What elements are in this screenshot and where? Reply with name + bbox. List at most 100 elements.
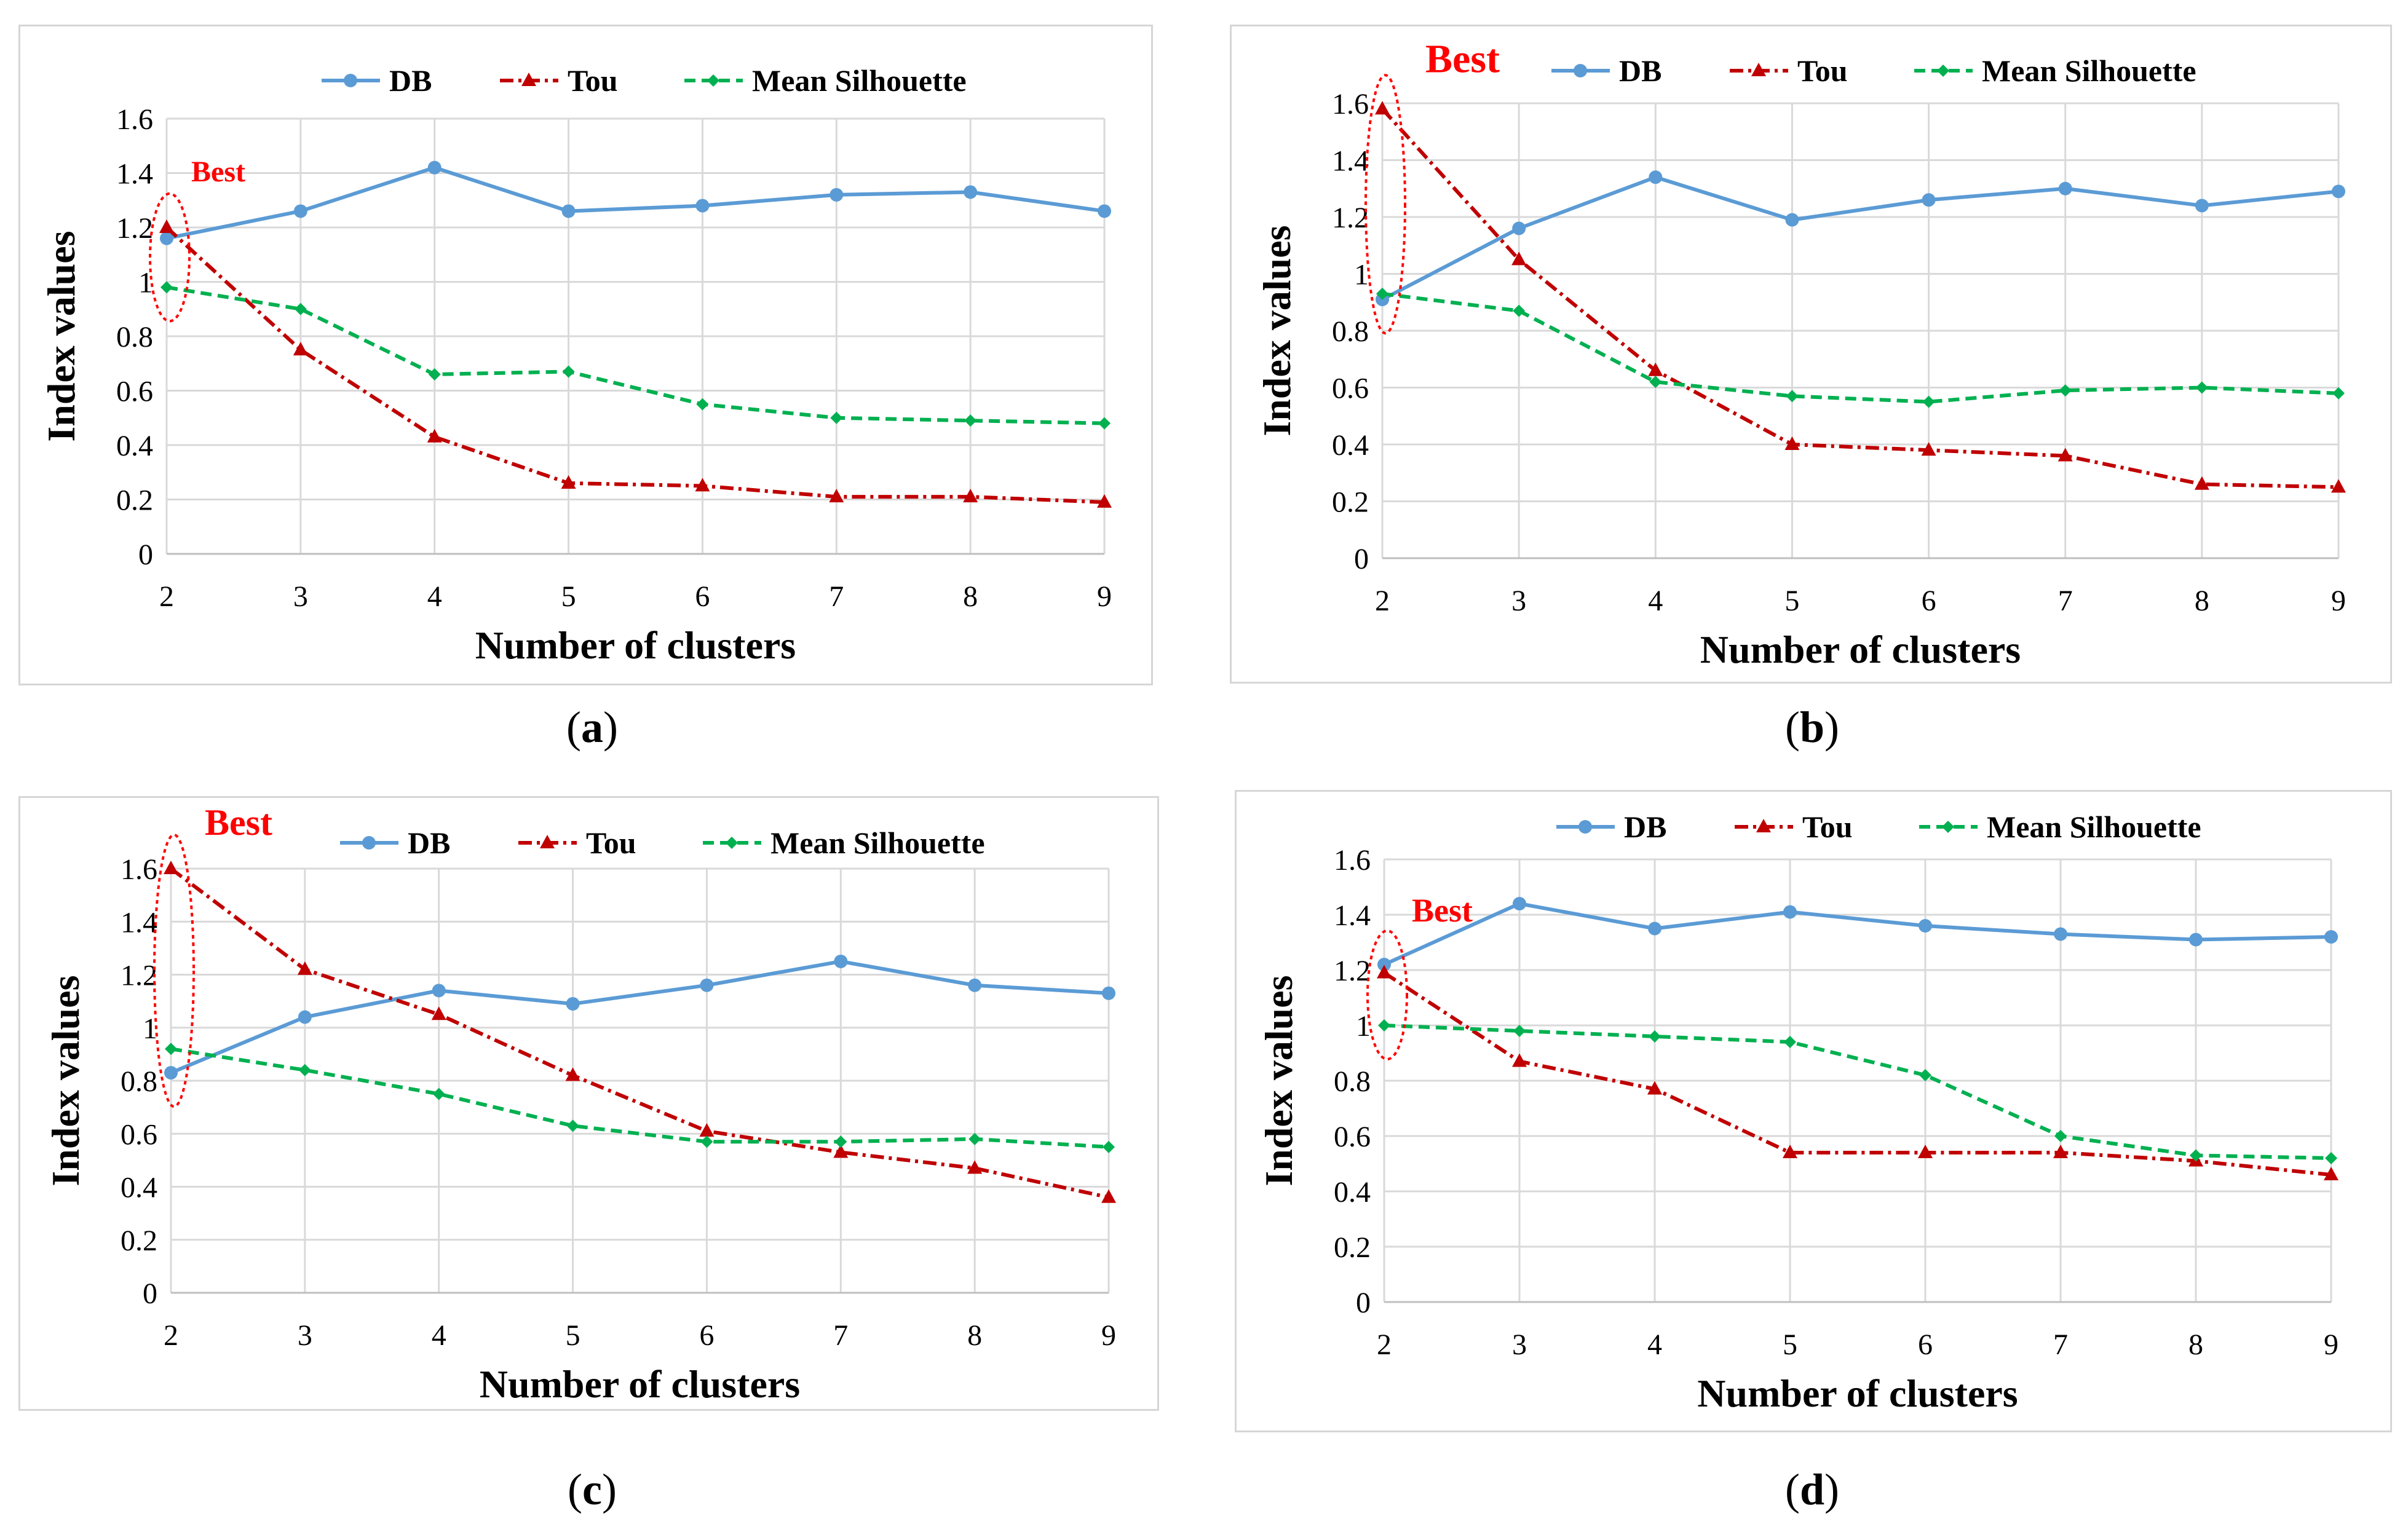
data-point — [1513, 1025, 1526, 1037]
data-point — [1648, 362, 1663, 376]
legend-entry: Tou — [1797, 53, 1848, 88]
legend-marker — [726, 837, 738, 849]
data-point — [1098, 204, 1111, 218]
x-tick-label: 2 — [159, 580, 174, 613]
data-point — [699, 1123, 715, 1137]
y-tick-label: 1.2 — [1334, 955, 1371, 987]
x-tick-label: 6 — [1922, 585, 1936, 617]
y-tick-label: 0.4 — [116, 430, 153, 462]
best-highlight-ellipse — [149, 192, 191, 323]
legend-marker — [1937, 65, 1949, 77]
data-point — [967, 1160, 983, 1174]
best-annotation: Best — [1425, 36, 1500, 81]
y-tick-label: 0.8 — [1334, 1065, 1371, 1098]
legend-entry: Mean Silhouette — [770, 826, 985, 860]
data-point — [1512, 221, 1526, 235]
x-tick-label: 9 — [2331, 585, 2346, 617]
data-point — [1377, 965, 1392, 979]
y-tick-label: 0 — [143, 1277, 157, 1310]
x-tick-label: 2 — [164, 1319, 178, 1352]
y-tick-label: 1.4 — [121, 906, 157, 939]
data-point — [566, 1119, 579, 1132]
data-point — [1101, 1189, 1116, 1203]
x-tick-label: 4 — [427, 580, 442, 613]
legend-marker — [707, 74, 719, 87]
data-point — [1922, 193, 1936, 207]
series-db — [164, 954, 1115, 1080]
legend: DB Tou Mean Silhouette — [340, 826, 985, 860]
x-tick-label: 5 — [1783, 1328, 1797, 1361]
data-point — [159, 219, 174, 233]
series-line — [1381, 175, 2339, 301]
data-point — [1378, 1019, 1390, 1032]
x-tick-label: 8 — [967, 1319, 982, 1352]
data-point — [1649, 376, 1662, 389]
data-point — [833, 1144, 849, 1158]
legend-entry: Tou — [1802, 810, 1853, 844]
line-chart-c: 0 0.2 0.4 0.6 0.8 1 1.2 1.4 1.6 2 3 4 5 6 7 8 9 Number of… — [44, 802, 1116, 1406]
x-axis-title: Number of clusters — [1697, 1371, 2018, 1415]
data-point — [561, 475, 576, 489]
x-tick-label: 7 — [2053, 1328, 2068, 1361]
data-point — [1512, 1053, 1527, 1067]
y-tick-label: 1.6 — [121, 853, 157, 886]
best-highlight-ellipse — [1364, 74, 1406, 335]
data-point — [565, 1067, 580, 1081]
x-tick-label: 2 — [1377, 1328, 1392, 1361]
x-tick-label: 6 — [699, 1319, 714, 1352]
x-tick-label: 9 — [1097, 580, 1112, 613]
series-line — [170, 867, 1109, 1199]
series-line — [165, 226, 1105, 504]
series-mean-silhouette — [1376, 287, 2345, 408]
chart-panel-a: 0 0.2 0.4 0.6 0.8 1 1.2 1.4 1.6 2 3 4 5 6 7 8 9 Number of… — [18, 25, 1153, 685]
data-point — [2324, 930, 2338, 944]
legend-entry: Mean Silhouette — [752, 63, 967, 98]
data-point — [566, 996, 580, 1011]
legend-marker — [344, 74, 357, 87]
y-tick-label: 0.8 — [1332, 315, 1369, 348]
data-point — [1102, 986, 1115, 1000]
series-tou — [1375, 101, 2346, 493]
y-tick-label: 0.6 — [1332, 373, 1369, 405]
chart-panel-c: 0 0.2 0.4 0.6 0.8 1 1.2 1.4 1.6 2 3 4 5 6 7 8 9 Number of… — [18, 796, 1159, 1411]
data-point — [1513, 897, 1526, 910]
caption-d: (d) — [1784, 1465, 1839, 1514]
legend-marker — [1751, 63, 1766, 76]
data-point — [1922, 395, 1935, 408]
data-point — [432, 1087, 445, 1100]
caption-b: (b) — [1784, 703, 1839, 752]
legend-entry: DB — [408, 826, 450, 860]
y-tick-label: 0.8 — [116, 321, 153, 353]
y-tick-label: 1.2 — [1332, 202, 1369, 234]
series-mean-silhouette — [1378, 1019, 2337, 1164]
data-point — [1784, 1036, 1796, 1048]
data-point — [2058, 181, 2072, 195]
data-point — [298, 1063, 311, 1076]
data-point — [1376, 287, 1388, 300]
series-mean-silhouette — [160, 281, 1111, 430]
data-point — [830, 411, 843, 424]
legend-marker — [362, 836, 376, 850]
series-tou — [164, 861, 1116, 1203]
data-point — [1921, 442, 1936, 456]
data-point — [2194, 476, 2209, 490]
legend-entry: Tou — [568, 63, 618, 98]
y-tick-label: 0 — [138, 539, 153, 571]
y-tick-label: 1.6 — [1334, 844, 1371, 877]
series-line — [170, 1047, 1109, 1149]
caption-c: (c) — [568, 1465, 617, 1514]
data-point — [1103, 1140, 1115, 1153]
series-tou — [159, 219, 1112, 508]
x-tick-label: 4 — [1648, 585, 1663, 617]
y-tick-label: 1.6 — [116, 103, 153, 136]
legend-entry: Mean Silhouette — [1987, 810, 2201, 844]
data-point — [294, 302, 307, 315]
y-tick-label: 0.2 — [1334, 1231, 1371, 1264]
legend-entry: DB — [1624, 810, 1666, 844]
x-tick-label: 7 — [2058, 585, 2073, 617]
series-line — [1380, 108, 2339, 489]
data-point — [1919, 919, 1932, 933]
data-point — [428, 368, 441, 381]
